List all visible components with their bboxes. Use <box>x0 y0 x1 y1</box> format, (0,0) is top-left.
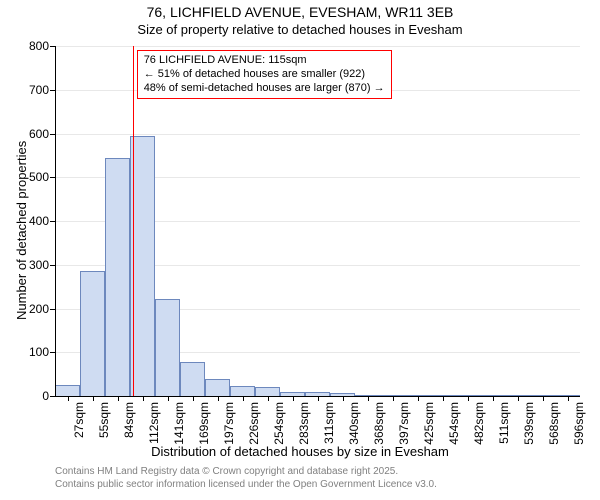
chart-container: 76, LICHFIELD AVENUE, EVESHAM, WR11 3EB … <box>0 0 600 500</box>
x-tick-label: 283sqm <box>297 402 311 445</box>
y-tick-label: 500 <box>29 170 49 184</box>
y-tick-label: 200 <box>29 302 49 316</box>
x-tick-label: 511sqm <box>497 402 511 444</box>
footer-line1: Contains HM Land Registry data © Crown c… <box>55 466 437 479</box>
histogram-bar <box>80 271 105 396</box>
y-axis-line <box>55 46 56 396</box>
histogram-bar <box>155 299 180 396</box>
grid-line <box>55 134 580 135</box>
histogram-bar <box>255 387 280 396</box>
marker-line <box>133 46 134 396</box>
x-axis-line <box>55 396 580 397</box>
histogram-bar <box>130 136 155 396</box>
footer-line2: Contains public sector information licen… <box>55 479 437 492</box>
histogram-bar <box>180 362 205 396</box>
x-tick-label: 311sqm <box>322 402 336 444</box>
x-tick-label: 197sqm <box>222 402 236 445</box>
x-tick-label: 112sqm <box>147 402 161 444</box>
x-tick-label: 84sqm <box>122 402 136 438</box>
y-tick-label: 300 <box>29 258 49 272</box>
x-tick-label: 482sqm <box>472 402 486 445</box>
x-tick-label: 454sqm <box>447 402 461 445</box>
y-tick-label: 0 <box>42 389 49 403</box>
y-axis-label: Number of detached properties <box>14 141 29 320</box>
plot-area: 010020030040050060070080027sqm55sqm84sqm… <box>55 46 580 396</box>
x-tick-label: 340sqm <box>347 402 361 445</box>
y-tick-label: 600 <box>29 127 49 141</box>
y-tick-label: 800 <box>29 39 49 53</box>
x-tick-label: 254sqm <box>272 402 286 445</box>
chart-title-line1: 76, LICHFIELD AVENUE, EVESHAM, WR11 3EB <box>0 4 600 20</box>
x-tick-label: 596sqm <box>572 402 586 445</box>
annotation-line2: ← 51% of detached houses are smaller (92… <box>144 68 385 82</box>
histogram-bar <box>230 386 255 396</box>
x-axis-label: Distribution of detached houses by size … <box>0 444 600 459</box>
histogram-bar <box>105 158 130 396</box>
x-tick-label: 27sqm <box>72 402 86 438</box>
y-tick-label: 400 <box>29 214 49 228</box>
y-tick-label: 700 <box>29 83 49 97</box>
x-tick-label: 226sqm <box>247 402 261 445</box>
y-tick-label: 100 <box>29 345 49 359</box>
histogram-bar <box>55 385 80 396</box>
x-tick-label: 368sqm <box>372 402 386 445</box>
x-tick-label: 539sqm <box>522 402 536 445</box>
annotation-box: 76 LICHFIELD AVENUE: 115sqm← 51% of deta… <box>137 50 392 99</box>
x-tick-label: 55sqm <box>97 402 111 438</box>
annotation-line1: 76 LICHFIELD AVENUE: 115sqm <box>144 54 385 68</box>
annotation-line3: 48% of semi-detached houses are larger (… <box>144 82 385 96</box>
histogram-bar <box>205 379 230 397</box>
chart-title-line2: Size of property relative to detached ho… <box>0 22 600 37</box>
x-tick-label: 397sqm <box>397 402 411 445</box>
chart-footer: Contains HM Land Registry data © Crown c… <box>55 466 437 491</box>
x-tick-label: 141sqm <box>172 402 186 445</box>
x-tick-label: 425sqm <box>422 402 436 445</box>
x-tick-label: 568sqm <box>547 402 561 445</box>
grid-line <box>55 46 580 47</box>
x-tick-label: 169sqm <box>197 402 211 445</box>
